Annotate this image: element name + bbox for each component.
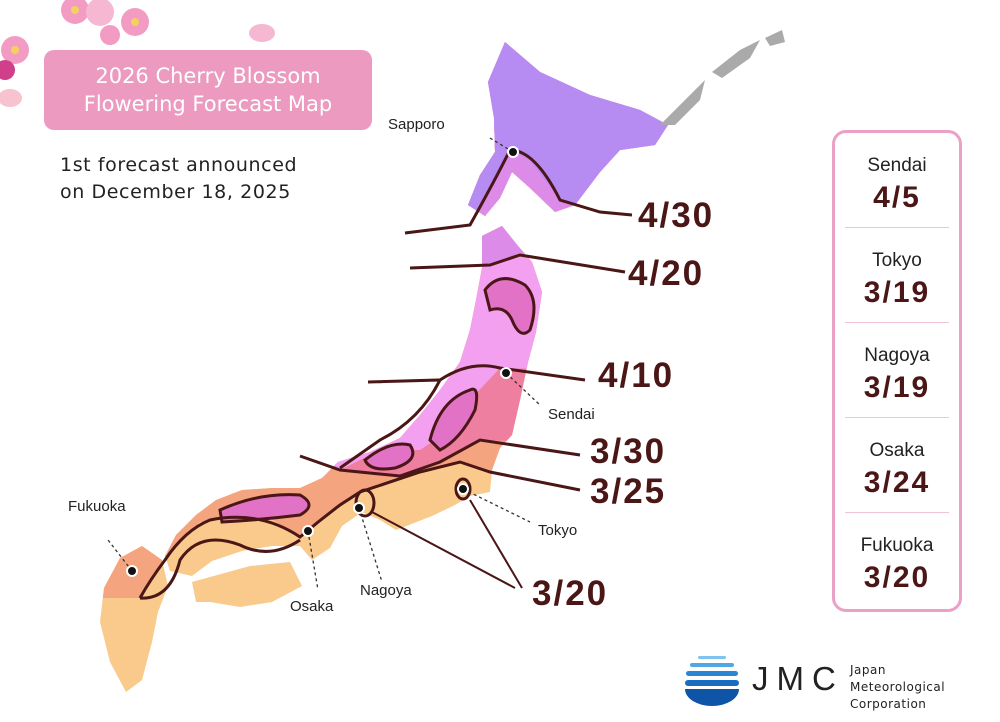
isoline-3-25 [138, 460, 581, 599]
city-label-tokyo: Tokyo [538, 522, 578, 539]
city-label-nagoya: Nagoya [360, 582, 412, 599]
subtitle-line-1: 1st forecast announced [60, 154, 298, 176]
isoline-3-20-tokyo [454, 477, 472, 501]
panel-date: 3/20 [863, 561, 931, 594]
cherry-blossom-decoration [0, 0, 275, 107]
isoline-label-3-25: 3/25 [590, 472, 667, 511]
isoline-label-4-10: 4/10 [598, 356, 675, 395]
panel-city: Fukuoka [860, 535, 934, 556]
panel-date: 3/19 [863, 276, 931, 309]
panel-entry-fukuoka: Fukuoka 3/20 [845, 513, 949, 608]
corp-line-2: Corporation [850, 697, 927, 711]
forecast-subtitle: 1st forecast announced on December 18, 2… [60, 152, 297, 206]
highland-zone [363, 442, 415, 471]
jmc-wordmark: JMC [752, 660, 844, 697]
isoline-label-3-30: 3/30 [590, 432, 667, 471]
city-label-sendai: Sendai [548, 406, 595, 423]
isoline-label-4-20: 4/20 [628, 254, 705, 293]
isoline-3-20-west [139, 538, 301, 600]
panel-city: Sendai [867, 155, 927, 176]
panel-date: 3/24 [863, 466, 931, 499]
panel-city: Nagoya [864, 345, 930, 366]
city-markers [126, 146, 519, 577]
city-forecast-panel: Sendai 4/5 Tokyo 3/19 Nagoya 3/19 Osaka 3/24… [832, 130, 962, 612]
panel-city: Tokyo [872, 250, 922, 271]
panel-entry-tokyo: Tokyo 3/19 [845, 228, 949, 323]
tokyo-marker [457, 483, 469, 495]
fukuoka-marker [126, 565, 138, 577]
city-label-sapporo: Sapporo [388, 116, 445, 133]
panel-entry-nagoya: Nagoya 3/19 [845, 323, 949, 418]
jmc-corp-name: Japan Meteorological Corporation [850, 662, 984, 713]
leader-lines [107, 137, 541, 591]
panel-date: 4/5 [873, 181, 921, 214]
isoline-4-10 [339, 364, 586, 470]
subtitle-line-2: on December 18, 2025 [60, 181, 291, 203]
isoline-3-20-leaders [371, 499, 523, 589]
city-label-fukuoka: Fukuoka [68, 498, 126, 515]
city-label-osaka: Osaka [290, 598, 334, 615]
title-banner: 2026 Cherry Blossom Flowering Forecast M… [44, 50, 372, 130]
sendai-marker [500, 367, 512, 379]
isoline-3-30 [299, 438, 581, 478]
jmc-globe-icon [685, 656, 739, 706]
isoline-4-20 [409, 253, 626, 274]
title-line-2: Flowering Forecast Map [83, 92, 333, 116]
panel-date: 3/19 [863, 371, 931, 404]
isoline-label-4-30: 4/30 [638, 196, 715, 235]
panel-entry-sendai: Sendai 4/5 [845, 133, 949, 228]
nagoya-marker [353, 502, 365, 514]
jmc-logo: JMC Japan Meteorological Corporation [684, 654, 984, 711]
corp-line-1: Japan Meteorological [850, 663, 946, 694]
highland-zone [483, 277, 536, 335]
kuril-islands [660, 30, 785, 125]
isolines [138, 148, 633, 600]
panel-city: Osaka [869, 440, 925, 461]
osaka-marker [302, 525, 314, 537]
highland-zone [428, 387, 479, 452]
isoline-label-3-20: 3/20 [532, 574, 609, 613]
title-line-1: 2026 Cherry Blossom [95, 64, 321, 88]
panel-entry-osaka: Osaka 3/24 [845, 418, 949, 513]
sapporo-marker [507, 146, 519, 158]
